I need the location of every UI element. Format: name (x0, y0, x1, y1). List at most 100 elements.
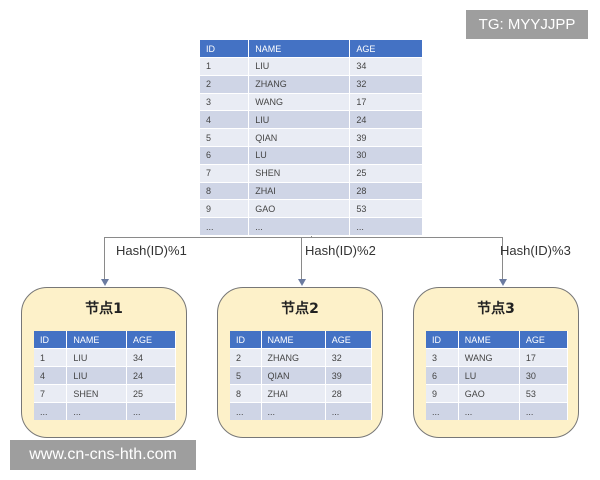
table-cell: ZHAI (261, 384, 326, 403)
table-cell: 4 (34, 366, 68, 385)
table-row: 7 SHEN 25 (200, 163, 423, 183)
table-cell: 34 (349, 57, 423, 76)
column-header: NAME (458, 331, 520, 349)
table-row: ......... (200, 217, 423, 235)
table-cell: 8 (200, 181, 250, 200)
column-header: ID (426, 331, 459, 349)
table-cell: 3 (200, 92, 250, 111)
connector-3 (502, 237, 503, 280)
table-cell: SHEN (66, 384, 128, 403)
node-table: ID NAME AGE 1 LIU 34 4 LIU 24 7 SHEN 25......... (34, 331, 176, 420)
table-cell: 5 (230, 366, 262, 385)
table-cell: 53 (349, 199, 423, 218)
table-cell: ... (426, 402, 459, 420)
column-header: AGE (325, 331, 373, 349)
table-cell: 1 (34, 348, 68, 367)
table-row: 6 LU 30 (200, 145, 423, 165)
table-cell: 5 (200, 128, 250, 147)
table-cell: LIU (66, 366, 128, 385)
node-title: 节点1 (85, 301, 123, 317)
table-cell: LU (458, 366, 520, 385)
table-cell: 3 (426, 348, 459, 367)
header-row: ID NAME AGE (34, 331, 176, 349)
table-cell: ... (34, 402, 68, 420)
node-title: 节点2 (281, 301, 319, 317)
table-row: 9 GAO 53 (426, 384, 569, 403)
table-cell: 28 (325, 384, 373, 403)
table-cell: 7 (200, 163, 250, 183)
column-header: AGE (126, 331, 176, 349)
table-cell: 28 (349, 181, 423, 200)
column-header: NAME (248, 40, 351, 58)
table-row: 8 ZHAI 28 (200, 181, 423, 200)
table-cell: 4 (200, 110, 250, 129)
table-cell: GAO (248, 199, 351, 218)
table-cell: ... (519, 402, 569, 420)
table-cell: ... (230, 402, 262, 420)
table-cell: 8 (230, 384, 262, 403)
table-cell: 34 (126, 348, 176, 367)
table-cell: ... (66, 402, 128, 420)
node-2: 节点2 ID NAME AGE 2 ZHANG 32 5 QIAN 39 8 ZHAI 28.....… (217, 287, 383, 438)
header-row: ID NAME AGE (200, 40, 423, 58)
column-header: ID (34, 331, 68, 349)
table-row: 6 LU 30 (426, 366, 569, 385)
table-cell: WANG (248, 92, 351, 111)
table-cell: 17 (349, 92, 423, 111)
arrow-down-icon (498, 279, 507, 286)
table-cell: 1 (200, 57, 250, 76)
table-cell: LIU (248, 110, 351, 129)
connector-horizontal (104, 237, 502, 238)
table-cell: 7 (34, 384, 68, 403)
table-row: 7 SHEN 25 (34, 384, 176, 403)
table-row: 4 LIU 24 (34, 366, 176, 385)
table-cell: ZHANG (248, 74, 351, 94)
table-cell: 24 (349, 110, 423, 129)
source-table: ID NAME AGE 1 LIU 34 2 ZHANG 32 3 WANG 17 4 LIU 24 5 QIA… (200, 40, 423, 235)
table-cell: 30 (519, 366, 569, 385)
table-cell: ... (126, 402, 176, 420)
table-cell: ... (248, 217, 351, 235)
table-row: 2 ZHANG 32 (200, 74, 423, 94)
connector-stem (311, 236, 312, 238)
table-cell: ... (325, 402, 373, 420)
table-cell: ... (458, 402, 520, 420)
table-cell: ... (261, 402, 326, 420)
column-header: NAME (66, 331, 128, 349)
table-cell: 6 (200, 145, 250, 165)
table-cell: 53 (519, 384, 569, 403)
table-cell: SHEN (248, 163, 351, 183)
table-cell: 30 (349, 145, 423, 165)
connector-2 (301, 237, 302, 280)
table-cell: ZHANG (261, 348, 326, 367)
table-row: 1 LIU 34 (34, 348, 176, 367)
table-cell: ... (200, 217, 250, 235)
header-row: ID NAME AGE (426, 331, 569, 349)
hash-label-3: Hash(ID)%3 (500, 243, 571, 258)
table-cell: LIU (66, 348, 128, 367)
hash-label-1: Hash(ID)%1 (116, 243, 187, 258)
node-table: ID NAME AGE 2 ZHANG 32 5 QIAN 39 8 ZHAI 28......... (230, 331, 373, 420)
watermark-bottom: www.cn-cns-hth.com (10, 440, 196, 470)
column-header: AGE (349, 40, 423, 58)
table-row: 5 QIAN 39 (230, 366, 373, 385)
arrow-down-icon (100, 279, 109, 286)
watermark-top: TG: MYYJJPP (466, 10, 588, 39)
table-cell: QIAN (261, 366, 326, 385)
table-cell: 39 (325, 366, 373, 385)
table-row: 2 ZHANG 32 (230, 348, 373, 367)
header-row: ID NAME AGE (230, 331, 373, 349)
table-row: 8 ZHAI 28 (230, 384, 373, 403)
connector-1 (104, 237, 105, 280)
table-row: 3 WANG 17 (426, 348, 569, 367)
column-header: NAME (261, 331, 326, 349)
table-row: 1 LIU 34 (200, 57, 423, 76)
table-cell: QIAN (248, 128, 351, 147)
table-cell: 25 (126, 384, 176, 403)
table-row: ......... (426, 402, 569, 420)
table-cell: 17 (519, 348, 569, 367)
hash-label-2: Hash(ID)%2 (305, 243, 376, 258)
arrow-down-icon (297, 279, 306, 286)
column-header: ID (230, 331, 262, 349)
table-cell: 2 (230, 348, 262, 367)
